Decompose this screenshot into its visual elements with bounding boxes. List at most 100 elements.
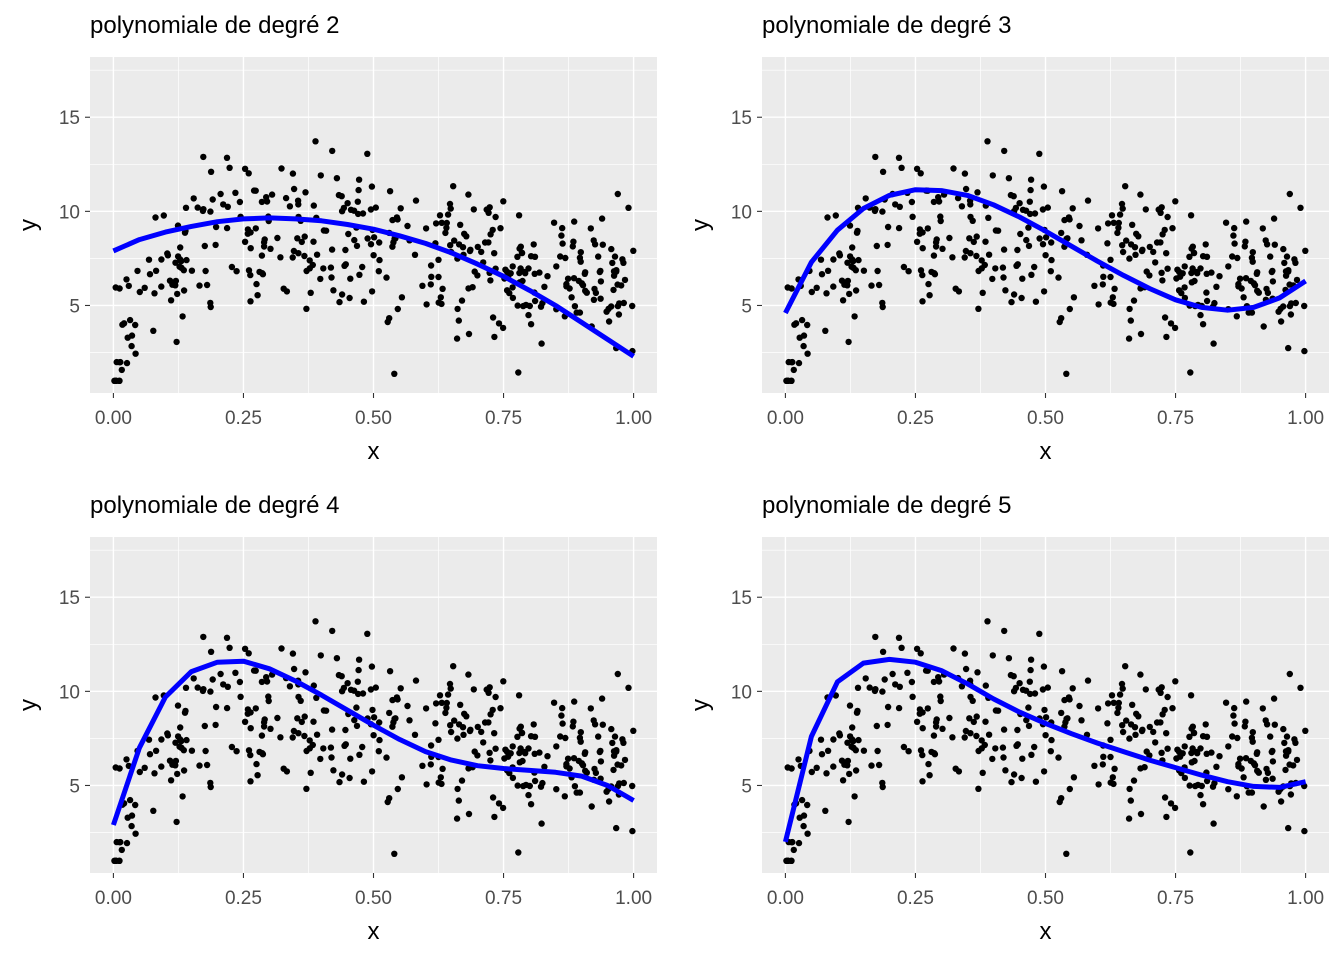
data-point: [1100, 273, 1107, 280]
data-point: [389, 723, 396, 730]
data-point: [591, 721, 599, 728]
data-point: [582, 767, 589, 774]
data-point: [1058, 668, 1066, 675]
data-point: [1094, 705, 1102, 712]
data-point: [454, 735, 461, 742]
data-point: [486, 684, 493, 691]
data-point: [419, 762, 426, 769]
data-point: [515, 692, 523, 699]
data-point: [226, 644, 233, 651]
data-point: [571, 218, 578, 225]
data-point: [1213, 283, 1220, 290]
data-point: [1254, 287, 1261, 294]
data-point: [984, 138, 991, 145]
data-point: [1047, 268, 1054, 275]
data-point: [1119, 205, 1126, 212]
data-point: [491, 333, 498, 341]
data-point: [1231, 720, 1238, 727]
data-point: [919, 778, 926, 785]
data-point: [199, 687, 207, 695]
data-point: [258, 678, 266, 686]
data-point: [169, 761, 176, 768]
y-tick-label: 5: [69, 296, 80, 317]
data-point: [900, 743, 908, 751]
x-axis-title: x: [1040, 918, 1052, 945]
data-point: [427, 761, 434, 768]
data-point: [267, 725, 274, 732]
data-point: [333, 175, 341, 182]
data-point: [1099, 761, 1106, 768]
data-point: [126, 796, 134, 804]
data-point: [618, 762, 625, 769]
data-point: [1018, 774, 1025, 782]
data-point: [961, 734, 968, 741]
data-point: [1010, 688, 1018, 695]
data-point: [979, 769, 986, 776]
data-point: [1248, 734, 1256, 741]
data-point: [267, 245, 274, 252]
data-point: [846, 702, 854, 709]
data-point: [1016, 200, 1023, 207]
data-point: [177, 724, 184, 731]
data-point: [879, 208, 886, 215]
data-point: [474, 243, 481, 251]
fit-curve: [112, 215, 635, 359]
data-point: [212, 703, 220, 711]
data-point: [1070, 774, 1078, 781]
data-point: [808, 288, 815, 296]
data-point: [1157, 719, 1164, 726]
data-point: [1281, 739, 1288, 747]
data-point: [355, 656, 363, 663]
data-point: [310, 682, 317, 689]
data-point: [1203, 253, 1211, 260]
data-point: [152, 267, 160, 274]
data-point: [1188, 725, 1195, 732]
data-point: [1285, 344, 1292, 352]
data-point: [1122, 183, 1129, 190]
data-point: [328, 726, 336, 733]
data-point: [804, 321, 811, 329]
data-point: [1084, 197, 1092, 204]
data-point: [1146, 723, 1153, 731]
data-point: [274, 714, 281, 722]
data-point: [1297, 684, 1304, 691]
data-point: [228, 263, 236, 271]
data-point: [629, 827, 636, 835]
data-point: [613, 748, 620, 755]
data-point: [1292, 299, 1299, 307]
data-point: [852, 267, 859, 274]
data-point: [460, 731, 467, 738]
data-point: [1137, 330, 1145, 338]
data-point: [1231, 704, 1238, 712]
data-point: [1131, 724, 1139, 731]
data-point: [1063, 850, 1070, 857]
data-point: [974, 669, 981, 676]
data-point: [423, 781, 430, 788]
data-point: [525, 311, 532, 319]
data-point: [432, 220, 440, 227]
data-point: [485, 239, 492, 246]
data-point: [531, 270, 538, 277]
data-point: [999, 744, 1007, 751]
data-point: [817, 736, 825, 743]
data-point: [619, 256, 626, 263]
data-point: [1301, 302, 1308, 310]
data-point: [354, 198, 361, 205]
data-point: [1172, 678, 1179, 685]
data-point: [223, 634, 231, 641]
data-point: [190, 675, 197, 682]
data-point: [937, 693, 944, 700]
data-point: [1254, 767, 1261, 774]
data-point: [1186, 733, 1193, 740]
data-point: [989, 755, 996, 763]
data-point: [1018, 294, 1025, 302]
data-point: [1070, 294, 1078, 301]
data-point: [1198, 782, 1205, 790]
data-point: [128, 342, 135, 350]
data-point: [515, 212, 523, 219]
data-point: [502, 746, 509, 753]
data-point: [527, 321, 535, 328]
data-point: [916, 710, 923, 717]
data-point: [898, 164, 905, 171]
data-point: [1042, 252, 1049, 259]
